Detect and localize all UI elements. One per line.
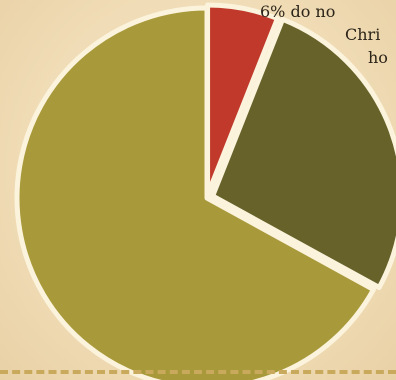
caption-line-1: 6% do no [260, 2, 336, 21]
caption-line-2: Chri [345, 25, 381, 44]
pie-slice-2 [210, 16, 396, 291]
caption-line-3: ho [368, 48, 388, 67]
dashed-divider [0, 370, 396, 374]
pie-slice-3 [14, 5, 376, 380]
pie-slice-1 [205, 2, 281, 198]
